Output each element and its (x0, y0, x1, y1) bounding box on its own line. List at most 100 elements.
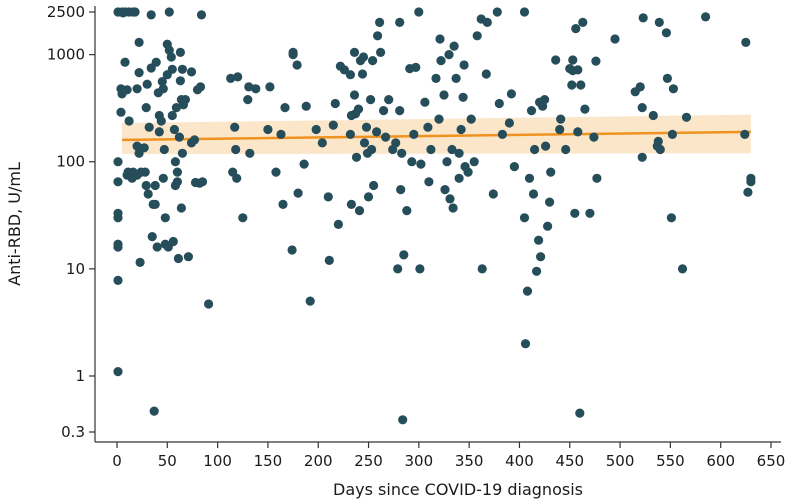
data-point (122, 85, 132, 95)
data-point (358, 52, 369, 62)
data-point (292, 60, 302, 70)
data-point (204, 299, 214, 309)
data-point (172, 167, 182, 177)
data-point (488, 189, 498, 199)
data-point (556, 114, 566, 124)
data-point (395, 106, 405, 116)
data-point (167, 110, 177, 121)
y-tick-label: 1000 (47, 46, 85, 64)
data-point (167, 64, 177, 74)
data-point (492, 7, 502, 17)
x-tick-label: 500 (606, 452, 635, 470)
data-point (591, 56, 601, 66)
data-point (454, 148, 464, 158)
data-point (653, 136, 663, 146)
data-point (233, 72, 243, 82)
data-point (444, 50, 454, 60)
data-point (440, 185, 450, 195)
data-point (345, 70, 355, 80)
data-point (451, 73, 461, 83)
data-point (196, 10, 207, 20)
data-point (555, 124, 565, 135)
data-point (396, 185, 406, 195)
data-point (278, 199, 288, 209)
data-point (397, 148, 407, 158)
data-point (409, 129, 419, 139)
data-point (741, 37, 751, 48)
data-point (398, 415, 408, 425)
data-point (113, 208, 123, 218)
data-point (567, 80, 577, 90)
data-point (195, 82, 206, 92)
data-point (576, 80, 586, 90)
data-point (402, 206, 412, 216)
data-point (149, 406, 159, 416)
data-point (526, 106, 537, 116)
data-point (243, 95, 253, 105)
x-tick-label: 150 (254, 452, 283, 470)
data-point (141, 180, 151, 191)
data-point (411, 62, 421, 72)
y-tick-label: 2500 (47, 3, 85, 21)
data-point (349, 90, 360, 100)
data-point (399, 250, 409, 260)
data-point (183, 252, 193, 262)
data-point (132, 84, 142, 94)
data-point (585, 208, 595, 218)
x-tick-label: 250 (354, 452, 383, 470)
data-point (293, 188, 303, 198)
data-point (534, 235, 544, 245)
data-point (458, 92, 468, 102)
data-point (139, 143, 149, 153)
data-point (113, 275, 123, 285)
data-point (589, 132, 599, 142)
data-point (333, 219, 343, 229)
data-point (367, 144, 377, 155)
data-point (375, 17, 385, 27)
data-point (305, 296, 315, 306)
data-point (174, 132, 184, 142)
data-point (423, 122, 433, 132)
confidence-band-layer (122, 114, 751, 155)
data-point (571, 24, 581, 34)
data-point (573, 127, 583, 137)
data-point (288, 50, 298, 60)
x-tick-label: 50 (158, 452, 177, 470)
data-point (519, 7, 530, 17)
data-point (528, 189, 539, 199)
data-point (354, 206, 365, 216)
data-point (134, 37, 144, 48)
data-point (740, 129, 750, 139)
y-axis-ticks: 0.3 1 10 100 1000 2500 (47, 3, 95, 441)
data-point (158, 173, 168, 183)
data-point (701, 12, 711, 22)
data-point (568, 55, 578, 65)
x-axis-ticks: 0 50 100 150 200 250 300 350 400 450 500 550 600 650 (112, 442, 785, 470)
data-point (504, 118, 514, 128)
data-point (668, 84, 679, 94)
data-point (232, 173, 242, 183)
data-point (384, 95, 394, 105)
data-point (175, 76, 185, 86)
data-point (435, 34, 445, 44)
trend-line (122, 130, 751, 142)
data-point (171, 103, 181, 113)
data-point (379, 106, 389, 116)
data-point (158, 84, 168, 94)
data-point (345, 129, 355, 139)
data-point (445, 194, 455, 204)
data-point (180, 95, 190, 105)
data-point (424, 177, 434, 187)
data-point (415, 264, 425, 274)
data-point (414, 7, 424, 17)
data-point (151, 57, 161, 67)
data-point (271, 167, 281, 177)
data-point (299, 159, 309, 169)
data-point (172, 177, 182, 187)
data-point (524, 173, 535, 183)
data-point (245, 148, 255, 158)
data-points (113, 7, 756, 425)
data-point (156, 116, 166, 126)
data-point (494, 98, 504, 109)
data-point (373, 31, 383, 41)
